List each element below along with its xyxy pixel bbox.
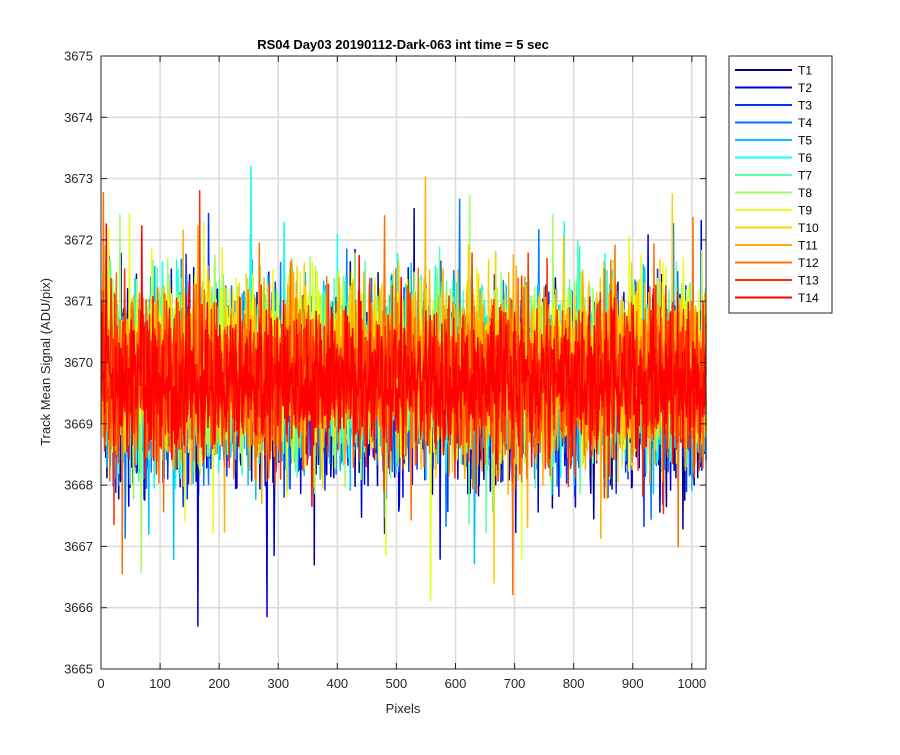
legend-label-t5: T5	[798, 134, 812, 148]
legend-label-t3: T3	[798, 99, 812, 113]
x-tick-label: 300	[267, 676, 289, 691]
y-tick-label: 3667	[64, 539, 93, 554]
y-tick-label: 3675	[64, 49, 93, 64]
legend-label-t6: T6	[798, 151, 812, 165]
legend-label-t11: T11	[798, 239, 818, 253]
x-tick-label: 500	[386, 676, 408, 691]
x-tick-label: 200	[208, 676, 230, 691]
x-tick-label: 100	[149, 676, 171, 691]
y-tick-label: 3668	[64, 478, 93, 493]
x-tick-label: 0	[97, 676, 104, 691]
legend-label-t9: T9	[798, 204, 812, 218]
y-tick-label: 3673	[64, 171, 93, 186]
legend-label-t8: T8	[798, 186, 812, 200]
legend-label-t12: T12	[798, 256, 819, 270]
legend: T1 T2 T3 T4 T5 T6 T7 T8 T9 T10 T11 T12 T13 T14	[728, 55, 833, 314]
y-tick-label: 3671	[64, 294, 93, 309]
legend-label-t4: T4	[798, 116, 812, 130]
x-axis-label: Pixels	[386, 701, 421, 716]
y-tick-label: 3665	[64, 662, 93, 677]
y-tick-label: 3674	[64, 110, 93, 125]
series-line-t14	[100, 223, 707, 508]
legend-label-t1: T1	[798, 64, 812, 78]
y-axis-label: Track Mean Signal (ADU/pix)	[38, 278, 53, 446]
x-tick-label: 700	[504, 676, 526, 691]
legend-label-t14: T14	[798, 291, 819, 305]
y-tick-label: 3669	[64, 416, 93, 431]
x-tick-label: 400	[326, 676, 348, 691]
legend-box	[728, 55, 833, 314]
x-tick-label: 900	[622, 676, 644, 691]
x-tick-label: 800	[563, 676, 585, 691]
legend-label-t10: T10	[798, 221, 819, 235]
legend-label-t13: T13	[798, 274, 819, 288]
axis-ticks: 0 100 200 300 400 500 600 700 800 900 1000 3665 3666…	[64, 49, 706, 692]
y-tick-label: 3672	[64, 232, 93, 247]
y-tick-label: 3670	[64, 355, 93, 370]
x-tick-label: 600	[445, 676, 467, 691]
y-tick-label: 3666	[64, 600, 93, 615]
series-lines	[100, 165, 707, 627]
x-tick-label: 1000	[677, 676, 706, 691]
legend-label-t7: T7	[798, 169, 812, 183]
chart-title: RS04 Day03 20190112-Dark-063 int time = …	[257, 37, 549, 52]
legend-label-t2: T2	[798, 81, 812, 95]
